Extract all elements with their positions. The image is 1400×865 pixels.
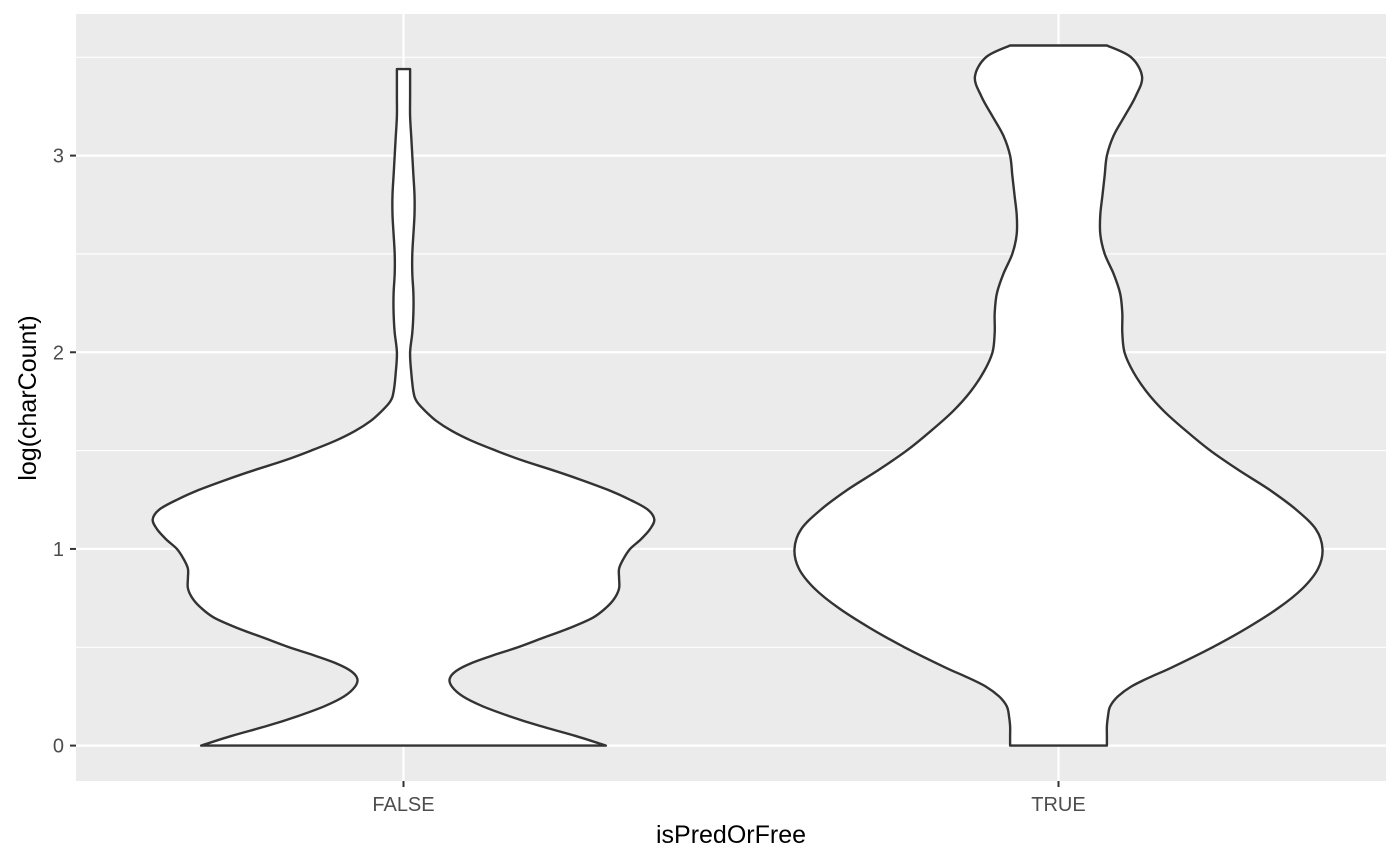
x-tick-label-true: TRUE	[1031, 794, 1085, 816]
y-axis: 0 1 2 3	[53, 146, 76, 758]
y-tick-label: 0	[53, 736, 64, 758]
y-tick-label: 2	[53, 342, 64, 364]
x-tick-label-false: FALSE	[372, 794, 434, 816]
x-axis-title: isPredOrFree	[656, 821, 806, 849]
x-axis: FALSE TRUE	[372, 781, 1086, 816]
y-tick-label: 1	[53, 539, 64, 561]
violins	[151, 44, 1324, 747]
y-axis-title: log(charCount)	[14, 315, 42, 480]
plot-panel	[76, 14, 1386, 781]
violin-false	[151, 67, 656, 747]
violin-true	[793, 44, 1324, 747]
y-tick-label: 3	[53, 146, 64, 168]
